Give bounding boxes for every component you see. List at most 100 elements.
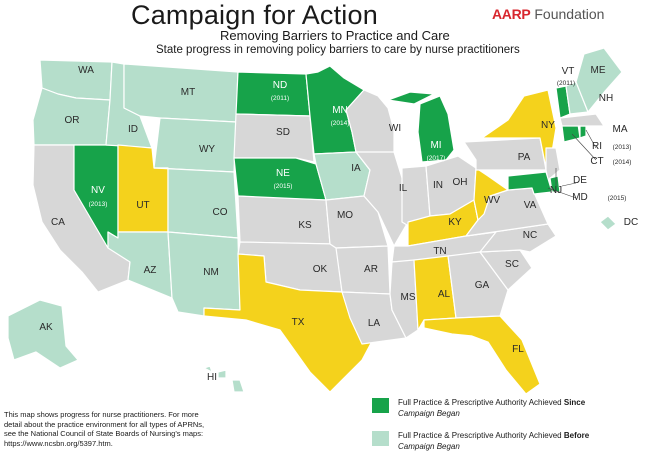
state-label-or: OR — [65, 115, 80, 126]
state-label-ga: GA — [475, 280, 490, 291]
state-label-co: CO — [213, 207, 228, 218]
leader-line — [561, 182, 577, 187]
state-dc[interactable] — [599, 215, 617, 231]
state-label-id: ID — [128, 124, 138, 135]
leader-line — [585, 129, 597, 149]
state-label-nh: NH — [599, 93, 613, 104]
state-label-ky: KY — [448, 217, 462, 228]
state-label-nd: ND — [273, 80, 287, 91]
state-year-vt: (2011) — [557, 80, 575, 87]
state-nd[interactable] — [235, 71, 311, 117]
state-hi[interactable] — [203, 365, 245, 393]
state-year-ne: (2015) — [274, 183, 293, 190]
state-year-md: (2015) — [608, 195, 627, 202]
state-tx[interactable] — [203, 253, 379, 393]
state-label-wv: WV — [484, 195, 500, 206]
state-label-nm: NM — [203, 267, 219, 278]
state-label-va: VA — [524, 200, 537, 211]
state-ga[interactable] — [447, 251, 509, 319]
state-label-wa: WA — [78, 65, 94, 76]
state-ny[interactable] — [481, 89, 557, 169]
state-label-sd: SD — [276, 127, 290, 138]
map-subtitle: Removing Barriers to Practice and Care — [220, 28, 450, 43]
state-md[interactable] — [507, 171, 553, 195]
state-label-ok: OK — [313, 264, 328, 275]
state-label-wy: WY — [199, 144, 215, 155]
state-pa[interactable] — [463, 137, 547, 171]
state-label-md: MD — [572, 192, 588, 203]
state-ma[interactable] — [559, 113, 605, 127]
state-label-ny: NY — [541, 120, 555, 131]
footnote-line: This map shows progress for nurse practi… — [4, 410, 199, 419]
state-label-ct: CT — [590, 156, 603, 167]
state-label-ri: RI — [592, 141, 602, 152]
legend-swatch-before — [372, 431, 389, 446]
aarp-wordmark: AARP — [492, 6, 531, 22]
state-label-la: LA — [368, 318, 381, 329]
state-ar[interactable] — [335, 245, 391, 295]
state-label-il: IL — [399, 183, 408, 194]
state-label-in: IN — [433, 180, 443, 191]
state-label-ca: CA — [51, 217, 65, 228]
state-label-az: AZ — [144, 265, 157, 276]
state-wy[interactable] — [153, 117, 237, 173]
state-label-ak: AK — [39, 322, 53, 333]
foundation-wordmark: Foundation — [534, 6, 605, 22]
state-label-al: AL — [438, 289, 451, 300]
state-year-nd: (2011) — [271, 95, 289, 102]
state-me[interactable] — [575, 47, 623, 113]
state-label-wi: WI — [389, 123, 401, 134]
state-label-mo: MO — [337, 210, 353, 221]
state-label-pa: PA — [518, 152, 531, 163]
state-year-nv: (2013) — [89, 201, 108, 208]
state-label-dc: DC — [624, 217, 638, 228]
state-label-nv: NV — [91, 185, 105, 196]
state-label-fl: FL — [512, 344, 524, 355]
state-label-ia: IA — [351, 163, 361, 174]
state-label-ma: MA — [613, 124, 628, 135]
map-title: Campaign for Action — [131, 0, 378, 30]
state-year-ri: (2013) — [613, 144, 632, 151]
state-nj[interactable] — [545, 147, 561, 181]
state-wi[interactable] — [345, 89, 395, 171]
footnote-line: see the National Council of State Boards… — [4, 429, 204, 438]
state-ne[interactable] — [233, 157, 327, 201]
state-label-vt: VT — [562, 66, 575, 77]
state-year-mn: (2014) — [331, 120, 350, 127]
state-year-ct: (2014) — [613, 159, 632, 166]
state-label-ut: UT — [136, 200, 149, 211]
state-label-tx: TX — [292, 317, 305, 328]
state-label-nc: NC — [523, 230, 537, 241]
state-nc[interactable] — [465, 223, 557, 253]
footnote: This map shows progress for nurse practi… — [4, 410, 226, 448]
state-label-hi: HI — [207, 372, 217, 383]
state-label-sc: SC — [505, 259, 519, 270]
state-fl[interactable] — [423, 315, 541, 395]
state-year-mi: (2017) — [427, 155, 446, 162]
state-sd[interactable] — [233, 113, 315, 163]
state-ak[interactable] — [7, 299, 79, 369]
state-label-mi: MI — [430, 140, 441, 151]
leader-line — [547, 187, 577, 199]
leader-line — [571, 133, 597, 161]
footnote-line: detail about the practice environment fo… — [4, 419, 205, 429]
state-label-nj: NJ — [550, 185, 562, 196]
state-mi[interactable] — [387, 91, 455, 163]
legend-swatch-since — [372, 398, 389, 413]
state-label-ne: NE — [276, 168, 290, 179]
footnote-link[interactable]: https://www.ncsbn.org/5397.htm. — [4, 438, 113, 448]
state-label-mn: MN — [332, 105, 348, 116]
state-ri[interactable] — [579, 125, 587, 139]
state-label-mt: MT — [181, 87, 195, 98]
aarp-foundation-logo: AARP Foundation — [492, 6, 604, 22]
state-ks[interactable] — [237, 195, 331, 245]
state-label-tn: TN — [433, 246, 446, 257]
state-label-oh: OH — [453, 177, 468, 188]
state-label-ms: MS — [401, 292, 416, 303]
state-label-me: ME — [591, 65, 606, 76]
state-label-ar: AR — [364, 264, 378, 275]
map-caption: State progress in removing policy barrie… — [156, 44, 520, 56]
state-label-ks: KS — [298, 220, 312, 231]
state-label-de: DE — [573, 175, 587, 186]
